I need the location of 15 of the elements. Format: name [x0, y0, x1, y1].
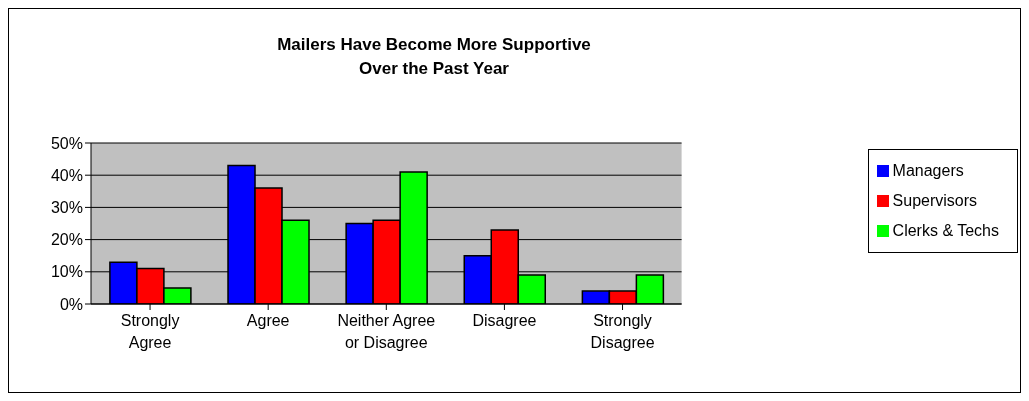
legend-label: Clerks & Techs: [892, 221, 999, 239]
y-tick-label: 30%: [50, 199, 83, 217]
x-tick-label: Disagree: [472, 312, 537, 329]
y-tick-label: 50%: [50, 134, 83, 152]
y-tick-label: 0%: [59, 295, 83, 313]
x-tick-label: Strongly Agree: [120, 312, 180, 351]
legend-label: Managers: [892, 161, 964, 179]
y-tick-label: 40%: [50, 166, 83, 184]
y-tick-label: 20%: [50, 231, 83, 249]
y-tick-label: 10%: [50, 263, 83, 281]
x-tick-label: Strongly Disagree: [590, 312, 655, 351]
x-tick-label: Agree: [246, 312, 290, 329]
x-tick-label: Neither Agree or Disagree: [337, 312, 436, 351]
legend-label: Supervisors: [892, 191, 978, 209]
chart-title: Mailers Have Become More Supportive Over the Past Year: [276, 34, 592, 80]
